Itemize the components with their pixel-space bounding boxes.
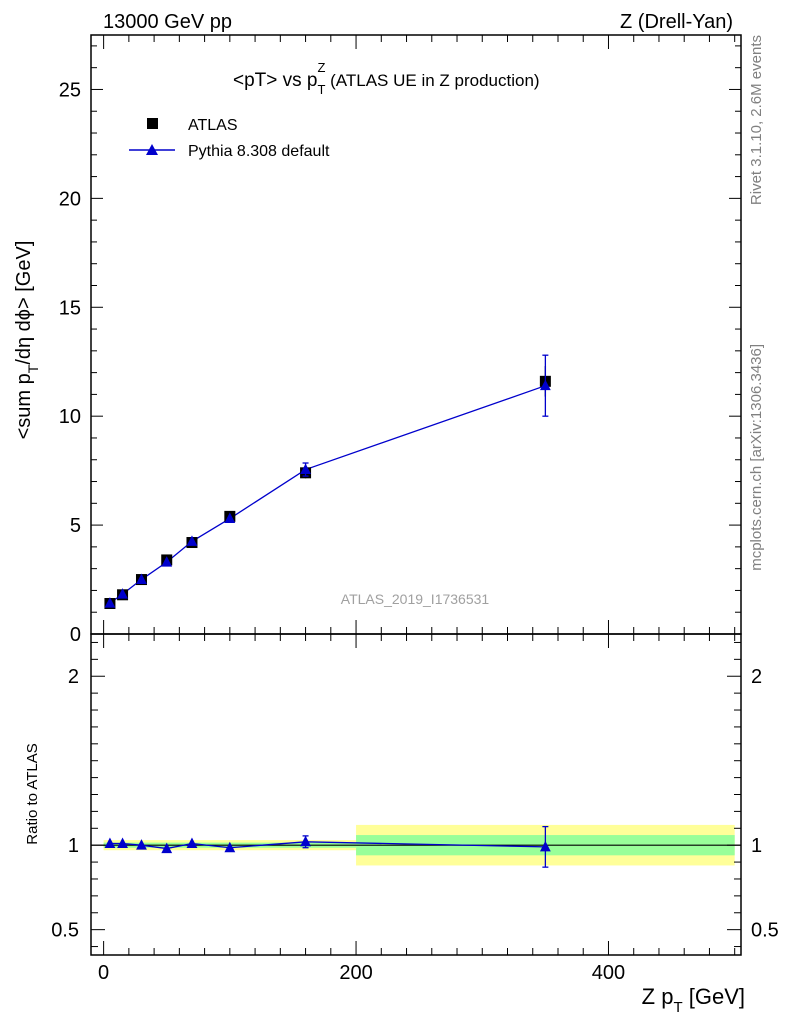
ratio-y-tick-label-right: 2	[751, 666, 762, 688]
ratio-data-point	[300, 835, 311, 847]
y-tick-label: 10	[59, 406, 81, 428]
ratio-data-point	[539, 840, 551, 852]
pythia-data-point	[224, 512, 236, 524]
ratio-data-point	[104, 837, 116, 848]
ratio-data-point	[161, 842, 173, 854]
legend-atlas-label: ATLAS	[188, 117, 238, 134]
pythia-data-point	[161, 556, 173, 567]
x-axis-label: Z pT [GeV]	[642, 984, 745, 1016]
header-left: 13000 GeV pp	[103, 11, 232, 33]
legend-pythia-label: Pythia 8.308 default	[188, 143, 330, 160]
y-tick-label: 15	[59, 297, 81, 319]
ratio-panel: 0.5 0.5 1 1 2 2 0 200 400 Ratio to ATLAS Z pT […	[24, 633, 779, 1016]
y-axis-label: <sum pT/dη dϕ> [GeV]	[13, 241, 41, 440]
x-tick-label: 200	[339, 962, 372, 984]
ratio-y-tick-label-right: 1	[751, 835, 762, 857]
main-panel: 0 5 10 15 20 25 <pT> vs pTZ (ATLAS UE in Z pr…	[13, 34, 742, 646]
analysis-watermark: ATLAS_2019_I1736531	[341, 591, 490, 607]
header-right: Z (Drell-Yan)	[620, 11, 733, 33]
ratio-data-point	[224, 841, 236, 853]
legend-atlas-marker	[147, 118, 158, 129]
pythia-data-point	[136, 573, 147, 585]
y-tick-label: 5	[70, 515, 81, 537]
ratio-data-point	[136, 839, 147, 850]
pythia-data-point	[117, 588, 128, 599]
ratio-y-tick-label-left: 2	[68, 666, 79, 688]
ratio-y-tick-label-right: 0.5	[751, 920, 779, 942]
mcplots-label: mcplots.cern.ch [arXiv:1306.3436]	[748, 344, 765, 571]
x-tick-label: 0	[98, 962, 109, 984]
rivet-version-label: Rivet 3.1.10, 2.6M events	[748, 35, 765, 205]
legend: ATLAS Pythia 8.308 default	[129, 117, 330, 160]
ratio-plot-frame	[90, 633, 742, 956]
pythia-data-point	[186, 535, 198, 546]
pythia-data-point	[300, 463, 311, 475]
x-tick-label: 400	[592, 962, 625, 984]
ratio-y-tick-label-left: 1	[68, 835, 79, 857]
y-tick-label: 20	[59, 188, 81, 210]
pythia-series-line	[109, 385, 546, 604]
pythia-data-point	[104, 597, 116, 608]
y-tick-label: 0	[70, 624, 81, 646]
ratio-data-point	[186, 837, 198, 848]
ratio-y-axis-label: Ratio to ATLAS	[24, 743, 41, 844]
legend-pythia-marker	[146, 144, 158, 155]
ratio-data-point	[117, 837, 128, 848]
plot-title: <pT> vs pTZ (ATLAS UE in Z production)	[233, 60, 540, 97]
ratio-y-tick-label-left: 0.5	[51, 920, 79, 942]
y-tick-label: 25	[59, 79, 81, 101]
pythia-data-point	[539, 379, 551, 391]
